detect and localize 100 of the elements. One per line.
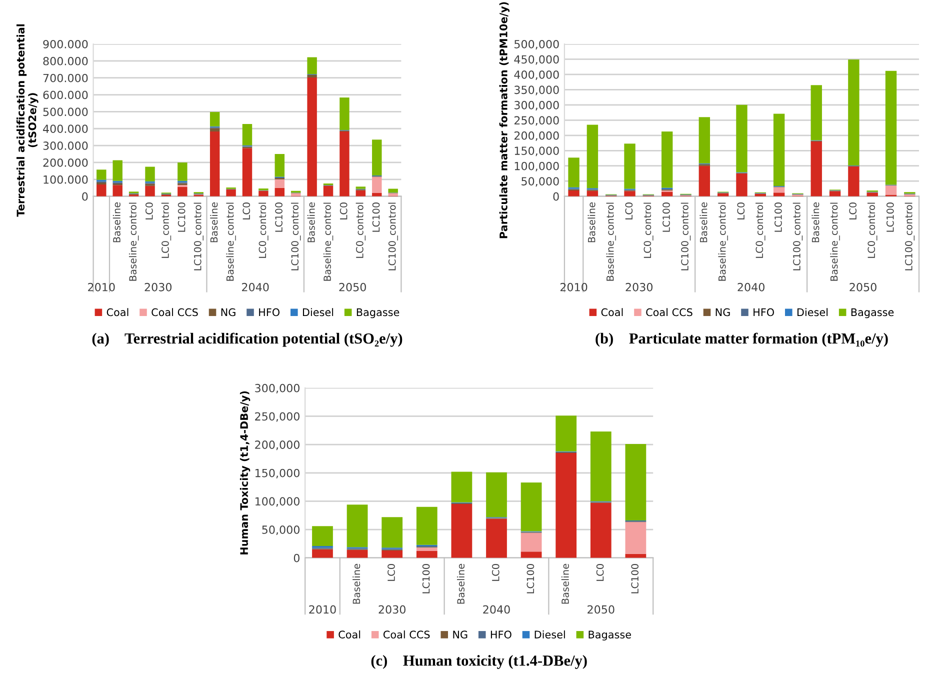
- text: 2010: [560, 282, 588, 292]
- x-tick-label: LC0: [737, 202, 745, 220]
- y-tick-label: 0: [82, 192, 88, 201]
- legend-label: Bagasse: [588, 630, 631, 641]
- x-tick-label: LC100: [372, 202, 380, 232]
- legend-label: Coal CCS: [152, 308, 198, 316]
- legend-label: Bagasse: [851, 308, 894, 318]
- x-tick-label: LC0: [340, 202, 348, 220]
- legend-label: Coal CCS: [646, 308, 692, 316]
- x-tick-label: Baseline: [561, 564, 569, 604]
- legend-label: Coal CCS: [383, 630, 430, 638]
- x-tick-label: Baseline: [210, 202, 218, 242]
- text: 2050: [339, 282, 366, 292]
- legend-label: Diesel: [302, 308, 334, 316]
- x-tick-label: Baseline_control: [718, 202, 728, 281]
- legend-label: HFO: [259, 308, 280, 316]
- x-tick-label: Baseline: [456, 564, 465, 604]
- y-tick-label: 350,000: [514, 86, 559, 96]
- x-tick-label: LC0: [388, 564, 395, 581]
- y-tick-label: 300.000: [43, 142, 88, 150]
- legend-label: Bagasse: [356, 308, 400, 318]
- y-tick-label: 50,000: [262, 526, 300, 536]
- y-tick-label: 250,000: [514, 116, 559, 126]
- x-tick-label: LC0_control: [868, 202, 878, 258]
- x-tick-label: Baseline_control: [226, 202, 236, 281]
- y-tick-label: 250,000: [255, 412, 300, 422]
- y-tick-label: 50,000: [522, 177, 559, 187]
- text: 2040: [738, 282, 764, 292]
- y-tick-label: 300,000: [255, 384, 300, 394]
- x-tick-label: LC100_control: [904, 202, 915, 270]
- text: (a) Terrestrial acidification potential (tSO₂e/y): [92, 332, 402, 347]
- text: 2040: [483, 605, 510, 614]
- y-tick-label: 400.000: [43, 124, 88, 134]
- y-tick-label: 200.000: [43, 158, 88, 167]
- legend-label: Coal: [106, 308, 128, 316]
- y-tick-label: 900.000: [43, 40, 88, 48]
- text: 2010: [88, 282, 115, 292]
- y-tick-label: 100,000: [514, 162, 559, 172]
- y-axis-title: Particulate matter formation (tPM10e/y): [499, 2, 510, 238]
- text: 2050: [588, 605, 614, 614]
- text: 2010: [309, 605, 336, 614]
- text: 2050: [850, 282, 876, 292]
- text: 2040: [242, 282, 269, 292]
- legend-label: NG: [716, 308, 730, 316]
- y-tick-label: 150,000: [514, 146, 559, 156]
- x-tick-label: Baseline: [700, 202, 708, 242]
- x-tick-label: Baseline_control: [323, 202, 334, 281]
- y-tick-label: 300,000: [514, 100, 559, 110]
- y-tick-label: 500,000: [514, 40, 559, 50]
- y-tick-label: 0: [553, 192, 559, 201]
- x-tick-label: Baseline_control: [606, 202, 616, 281]
- x-tick-label: LC0: [242, 202, 250, 220]
- x-tick-label: LC100_control: [194, 202, 204, 270]
- x-tick-label: LC0_control: [258, 202, 268, 258]
- x-tick-label: LC0: [625, 202, 633, 220]
- x-tick-label: LC100: [178, 202, 186, 232]
- y-axis-title: Terrestrial acidification potential (tSO2e/y): [16, 24, 38, 217]
- y-axis-title: Human Toxicity (t1,4-DBe/y): [240, 391, 250, 554]
- legend-label: NG: [453, 630, 468, 638]
- x-tick-label: LC0: [492, 564, 500, 581]
- x-tick-label: LC100: [774, 202, 782, 232]
- x-tick-label: Baseline: [352, 564, 360, 604]
- text: 2030: [378, 605, 406, 614]
- x-tick-label: LC100: [631, 564, 639, 594]
- text: (c) Human toxicity (t1.4-DBe/y): [371, 655, 587, 669]
- x-tick-label: LC100_control: [680, 202, 691, 270]
- x-tick-label: Baseline_control: [128, 202, 139, 281]
- y-tick-label: 450,000: [514, 55, 559, 65]
- legend-label: Coal: [338, 630, 360, 638]
- x-tick-label: Baseline: [112, 202, 120, 242]
- text: 2030: [626, 282, 653, 292]
- y-tick-label: 200,000: [514, 131, 559, 141]
- text: (b) Particulate matter formation (tPM₁₀e/y): [596, 332, 888, 347]
- y-tick-label: 600.000: [43, 90, 88, 100]
- x-tick-label: LC100_control: [792, 202, 803, 270]
- y-tick-label: 100,000: [256, 497, 300, 507]
- x-tick-label: LC100: [526, 564, 534, 594]
- x-tick-label: LC0_control: [356, 202, 366, 258]
- legend-label: Diesel: [797, 308, 828, 316]
- y-tick-label: 800.000: [43, 56, 88, 66]
- legend-label: HFO: [754, 308, 774, 316]
- x-tick-label: LC0_control: [161, 202, 172, 258]
- x-tick-label: LC0: [596, 564, 604, 581]
- x-tick-label: LC0_control: [644, 202, 654, 258]
- x-tick-label: LC100: [275, 202, 282, 232]
- x-tick-label: LC0_control: [756, 202, 766, 258]
- x-tick-label: LC0: [145, 202, 153, 220]
- x-tick-label: LC100: [886, 202, 894, 232]
- x-tick-label: LC100_control: [388, 202, 398, 270]
- y-tick-label: 500.000: [43, 108, 88, 116]
- x-tick-label: LC100: [422, 564, 430, 594]
- x-tick-label: Baseline: [307, 202, 315, 242]
- y-tick-label: 400,000: [514, 70, 559, 80]
- x-tick-label: Baseline_control: [830, 202, 840, 281]
- x-tick-label: Baseline: [812, 202, 820, 242]
- y-tick-label: 100.000: [44, 175, 88, 184]
- y-tick-label: 150,000: [256, 468, 300, 478]
- text: 2030: [144, 282, 172, 292]
- x-tick-label: Baseline: [588, 202, 596, 242]
- legend-label: Coal: [601, 308, 623, 316]
